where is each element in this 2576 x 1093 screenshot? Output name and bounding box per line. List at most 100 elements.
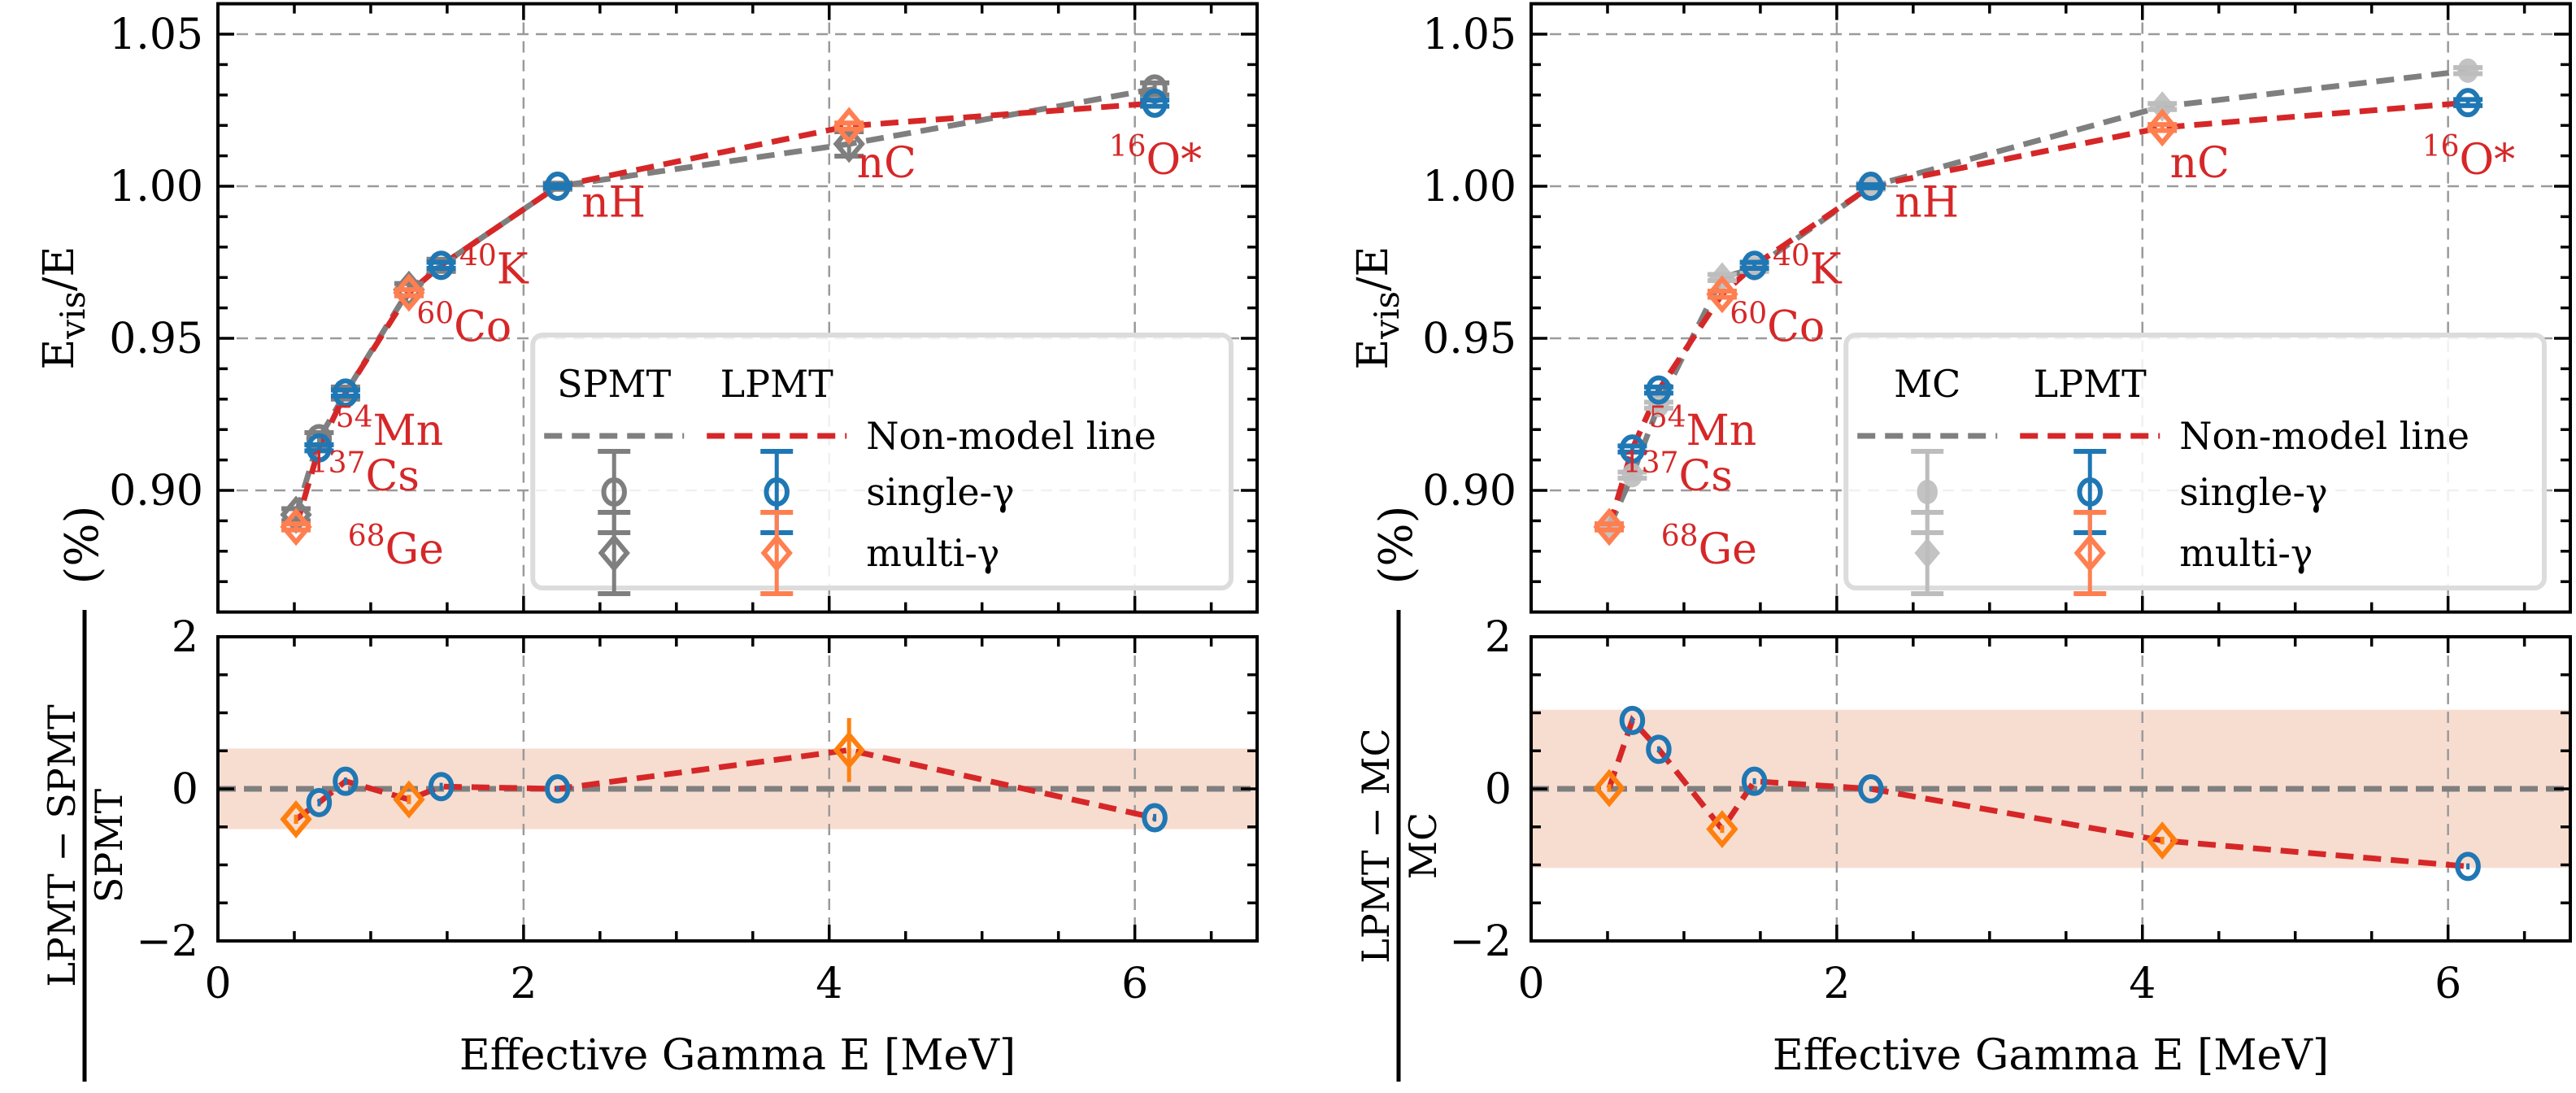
data-point-diamond bbox=[2146, 108, 2178, 147]
ratio-point-single bbox=[1858, 774, 1884, 803]
data-point-diamond bbox=[393, 273, 425, 312]
ratio-point-multi bbox=[280, 799, 312, 838]
x-axis-label: Effective Gamma E [MeV] bbox=[459, 1031, 1016, 1080]
legend-label: single-γ bbox=[2179, 470, 2327, 514]
y-axis-label: Evis/E bbox=[35, 246, 93, 370]
source-label-mass: 60 bbox=[1730, 298, 1767, 331]
data-point-circle bbox=[1646, 375, 1672, 405]
y-axis-label-sub: vis bbox=[53, 291, 93, 340]
source-label: 40K bbox=[1773, 240, 1843, 294]
axes-frame bbox=[1530, 2, 2572, 614]
source-label: 40K bbox=[459, 240, 529, 294]
source-label: 54Mn bbox=[336, 401, 444, 455]
axes-frame bbox=[216, 2, 1259, 614]
data-point-diamond bbox=[833, 107, 865, 146]
ratio-label-unit: (%) bbox=[56, 506, 109, 585]
x-tick-label: 6 bbox=[1121, 960, 1148, 1008]
legend-label: single-γ bbox=[866, 470, 1014, 514]
data-point-circle bbox=[2457, 58, 2478, 83]
source-label: nH bbox=[1895, 178, 1959, 227]
legend-circle-marker bbox=[764, 477, 790, 507]
y-tick-label: 0.90 bbox=[1422, 467, 1516, 516]
source-label-name: O* bbox=[1147, 136, 1203, 185]
source-label-name: Mn bbox=[373, 407, 444, 455]
source-label: nC bbox=[857, 139, 916, 188]
y-tick-label: 0.90 bbox=[109, 467, 203, 516]
y-tick-label: −2 bbox=[1449, 917, 1512, 966]
data-point-circle bbox=[306, 433, 333, 463]
source-label: nC bbox=[2170, 139, 2230, 188]
source-label-name: Ge bbox=[1699, 525, 1757, 574]
source-label-name: nC bbox=[857, 139, 916, 188]
ratio-line bbox=[294, 747, 1155, 822]
legend: MC LPMT Non-model line single-γ multi-γ bbox=[1843, 333, 2547, 596]
source-label-mass: 16 bbox=[1109, 130, 1147, 163]
y-tick-label: 0.95 bbox=[1422, 315, 1516, 364]
legend-col-header: LPMT bbox=[720, 362, 834, 406]
data-point-diamond bbox=[280, 507, 312, 546]
source-label-mass: 54 bbox=[1649, 401, 1686, 434]
legend-label: Non-model line bbox=[866, 414, 1156, 458]
data-point-diamond bbox=[1706, 275, 1738, 314]
data-point-diamond bbox=[833, 124, 865, 163]
legend-col-header: SPMT bbox=[557, 362, 672, 406]
axes-frame bbox=[1530, 635, 2572, 943]
source-label-name: K bbox=[1810, 246, 1843, 294]
ratio-point-multi bbox=[1706, 810, 1738, 848]
legend-col-header: MC bbox=[1894, 362, 1960, 406]
y-axis-label-main: E bbox=[1349, 339, 1398, 370]
y-tick-label: 2 bbox=[1485, 613, 1512, 662]
legend-circle-marker bbox=[601, 477, 627, 507]
source-label-mass: 68 bbox=[348, 520, 385, 553]
x-tick-label: 4 bbox=[816, 960, 842, 1008]
source-label-mass: 60 bbox=[416, 298, 454, 331]
right-figure: 0.900.951.001.05Evis/E68Ge137Cs54Mn60Co4… bbox=[1349, 2, 2572, 1082]
data-point-circle bbox=[1619, 434, 1646, 464]
source-label-mass: 16 bbox=[2422, 130, 2460, 163]
source-label: 137Cs bbox=[1623, 446, 1733, 501]
legend-diamond-marker bbox=[760, 533, 793, 573]
source-label-name: nC bbox=[2170, 139, 2230, 188]
ratio-point-single bbox=[1619, 705, 1646, 735]
ratio-label-denominator: MC bbox=[1401, 812, 1445, 879]
legend: SPMT LPMT Non-model line single-γ multi-γ bbox=[530, 333, 1234, 596]
source-label-name: O* bbox=[2460, 136, 2516, 185]
ratio-point-single bbox=[306, 787, 333, 817]
source-label-name: Mn bbox=[1686, 407, 1757, 455]
data-point-circle bbox=[1741, 250, 1768, 281]
legend-label: multi-γ bbox=[2179, 531, 2313, 575]
y-tick-label: 1.00 bbox=[109, 163, 203, 211]
source-label: nH bbox=[581, 178, 646, 227]
data-point-circle bbox=[2455, 88, 2481, 118]
x-axis-label: Effective Gamma E [MeV] bbox=[1773, 1031, 2329, 1080]
ratio-point-multi bbox=[393, 780, 425, 819]
data-point-diamond bbox=[2149, 91, 2175, 122]
top-axes: 0.900.951.001.05Evis/E68Ge137Cs54Mn60Co4… bbox=[1349, 2, 2572, 614]
x-tick-label: 4 bbox=[2129, 960, 2156, 1008]
ratio-y-axis-label: LPMT − SPMT SPMT (%) bbox=[40, 506, 131, 1082]
data-point-circle bbox=[545, 172, 571, 201]
legend-circle-marker bbox=[2077, 477, 2103, 507]
top-axes: 0.900.951.001.05Evis/E68Ge137Cs54Mn60Co4… bbox=[35, 2, 1259, 614]
data-point-circle bbox=[333, 378, 359, 408]
x-tick-label: 0 bbox=[204, 960, 231, 1008]
x-tick-label: 2 bbox=[510, 960, 537, 1008]
y-axis-label-tail: /E bbox=[35, 246, 84, 291]
legend-label: Non-model line bbox=[2179, 414, 2469, 458]
ratio-point-single bbox=[333, 766, 359, 796]
source-label-name: K bbox=[497, 246, 529, 294]
y-tick-label: 1.05 bbox=[109, 11, 203, 59]
source-label: 16O* bbox=[1109, 130, 1202, 185]
ratio-point-multi bbox=[2146, 821, 2178, 860]
legend-diamond-marker bbox=[1914, 538, 1940, 568]
y-tick-label: 2 bbox=[172, 613, 198, 662]
data-point-circle bbox=[1858, 172, 1884, 201]
source-label-name: Cs bbox=[1678, 452, 1732, 501]
uncertainty-band bbox=[1531, 709, 2570, 869]
source-label: 137Cs bbox=[310, 446, 420, 501]
source-label-name: Co bbox=[1767, 303, 1825, 352]
ratio-point-multi bbox=[1593, 769, 1625, 808]
